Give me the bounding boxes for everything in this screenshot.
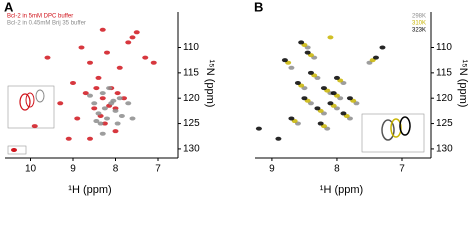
y-tick-label: 120 [183, 93, 200, 104]
peak [99, 96, 106, 101]
inset-a [7, 85, 55, 155]
peak [327, 35, 334, 40]
peak [112, 129, 119, 134]
peak [118, 113, 125, 118]
peak [129, 116, 136, 121]
legend-label: Bcl-2 in 0.45mM Brij 35 buffer [7, 21, 86, 27]
x-axis-label: ¹H (ppm) [68, 184, 111, 196]
peak [104, 50, 110, 55]
y-axis-label: ¹⁵N (ppm) [204, 60, 216, 108]
peak [112, 108, 119, 113]
y-tick-label: 115 [436, 67, 452, 78]
peak [317, 121, 324, 126]
peak [129, 35, 136, 40]
peak [82, 91, 89, 96]
x-tick-label: 9 [70, 164, 76, 175]
peak [57, 101, 64, 106]
peak [70, 80, 76, 85]
peak [133, 30, 140, 35]
peak [110, 98, 117, 103]
peak [114, 121, 121, 126]
x-tick-label: 10 [25, 164, 37, 175]
legend-label: 298K [412, 14, 426, 20]
peak [372, 55, 379, 60]
peak [91, 101, 98, 106]
peak [91, 106, 98, 111]
peak [379, 45, 386, 50]
panel-label: B [254, 0, 263, 14]
legend-label: 323K [412, 28, 426, 34]
peak [333, 75, 340, 80]
peak [327, 101, 334, 106]
peak [87, 60, 93, 65]
peak [125, 40, 132, 45]
y-tick-label: 125 [183, 118, 200, 129]
peak [97, 121, 104, 126]
peak [275, 136, 282, 141]
peak [114, 91, 121, 96]
peak [288, 116, 295, 121]
y-tick-label: 130 [183, 144, 200, 155]
peak [101, 106, 108, 111]
y-tick-label: 125 [436, 118, 453, 129]
peak [314, 106, 321, 111]
peak [298, 40, 305, 45]
peak [330, 91, 337, 96]
peak [125, 101, 132, 106]
peak [301, 96, 308, 101]
peak [307, 70, 314, 75]
peak [44, 55, 51, 60]
peak [78, 45, 85, 50]
panel-label: A [4, 0, 14, 14]
peak [340, 111, 347, 116]
peak [106, 86, 113, 91]
y-tick-label: 130 [436, 144, 453, 155]
peak [320, 86, 327, 91]
peak [87, 93, 93, 98]
peak [87, 136, 93, 141]
peak [31, 124, 38, 129]
x-tick-label: 7 [399, 164, 405, 175]
y-tick-label: 115 [183, 67, 199, 78]
peak [150, 60, 157, 65]
peak [142, 55, 149, 60]
peak [95, 111, 102, 116]
peak [288, 65, 295, 70]
peak [65, 136, 72, 141]
peak [346, 96, 353, 101]
peak [101, 121, 108, 126]
peak [304, 50, 311, 55]
y-tick-label: 120 [436, 93, 453, 104]
peak [294, 80, 301, 85]
y-tick-label: 110 [183, 42, 199, 53]
x-axis-label: ¹H (ppm) [320, 184, 363, 196]
peak [116, 65, 123, 70]
peak [99, 27, 106, 32]
peak [116, 96, 123, 101]
peak [99, 131, 106, 136]
peak [104, 116, 110, 121]
peak [99, 91, 106, 96]
peak [95, 75, 102, 80]
inset-b [361, 113, 425, 153]
peak [121, 96, 127, 101]
legend-label: Bcl-2 in 5mM DPC buffer [7, 14, 73, 20]
x-tick-label: 8 [334, 164, 340, 175]
x-tick-label: 9 [269, 164, 275, 175]
y-axis-label: ¹⁵N (ppm) [457, 60, 469, 108]
y-tick-label: 110 [436, 42, 452, 53]
legend-label: 310K [412, 21, 426, 27]
peak [93, 119, 100, 124]
peak [255, 126, 262, 131]
peak [93, 86, 100, 91]
peak [281, 58, 288, 63]
x-tick-label: 8 [113, 164, 119, 175]
peak [74, 116, 81, 121]
x-tick-label: 7 [155, 164, 161, 175]
